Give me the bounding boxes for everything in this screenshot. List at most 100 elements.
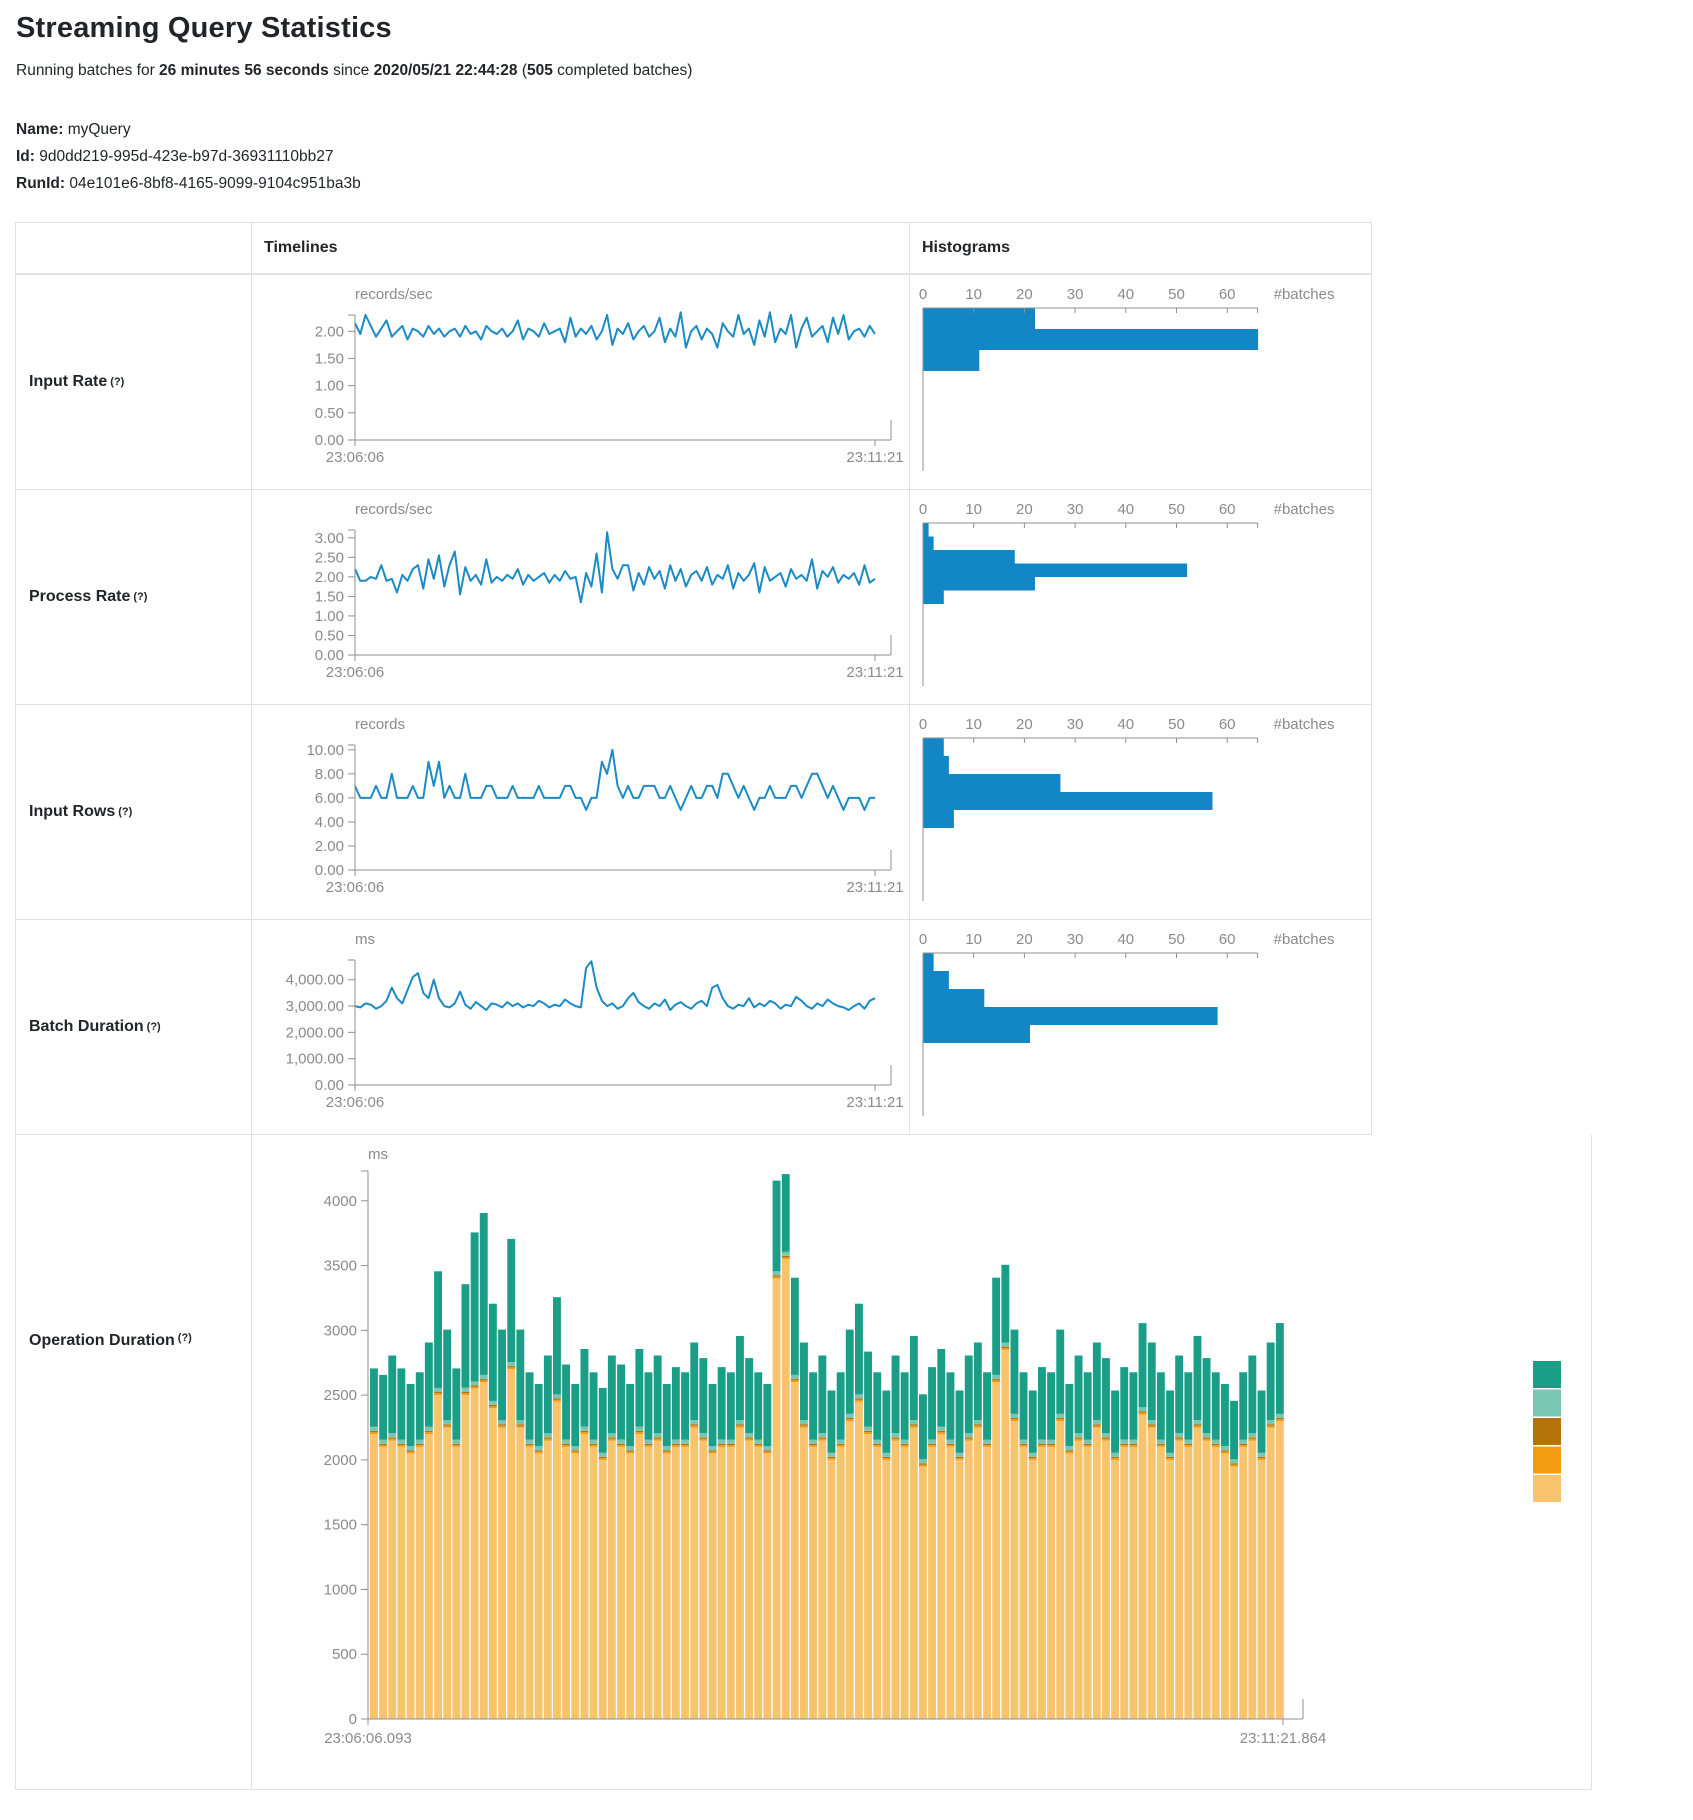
series-1-bar (873, 1446, 882, 1719)
series-4-bar (1166, 1452, 1174, 1457)
batch-duration-help-icon[interactable]: (?) (146, 1021, 161, 1033)
input-rows-help-icon[interactable]: (?) (118, 806, 133, 818)
series-3-bar (553, 1398, 561, 1400)
input-rows-row: Input Rows (?) records 0.00 2.00 4.00 6.00 8.0… (15, 705, 1693, 920)
series-4-bar (443, 1420, 452, 1425)
x-start-label: 23:06:06.093 (324, 1730, 412, 1747)
series-5-bar (434, 1271, 442, 1388)
series-1-bar (836, 1446, 845, 1719)
series-4-bar (1028, 1452, 1037, 1457)
unit-label: ms (355, 931, 375, 948)
series-3-bar (1230, 1463, 1238, 1465)
x-start-label: 23:06:06 (326, 449, 384, 466)
series-5-bar (1083, 1372, 1092, 1440)
series-5-bar (772, 1180, 781, 1272)
operation-duration-help-icon[interactable]: (?) (177, 1332, 192, 1344)
series-4-bar (553, 1394, 561, 1399)
tick-label: 10.00 (306, 742, 344, 759)
tick-label: 0 (919, 716, 927, 733)
series-2-bar (955, 1458, 964, 1460)
series-4-bar (772, 1271, 781, 1276)
series-1-bar (983, 1446, 991, 1719)
series-3-bar (1193, 1424, 1202, 1426)
series-1-bar (598, 1459, 607, 1719)
query-id-value: 9d0dd219-995d-423e-b97d-36931110bb27 (34, 148, 334, 165)
operation-duration-label-cell: Operation Duration (?) (15, 1135, 252, 1790)
input-rows-histogram-svg: 0 10 20 30 40 50 60 #batches (919, 716, 1335, 901)
series-1-bar (726, 1446, 735, 1719)
process-rate-help-icon[interactable]: (?) (133, 591, 148, 603)
query-name-line: Name: myQuery (16, 116, 1693, 143)
series-5-bar (873, 1372, 882, 1440)
series-5-bar (983, 1372, 991, 1440)
series-4-bar (653, 1433, 662, 1438)
series-5-bar (763, 1384, 772, 1447)
series-3-bar (1266, 1424, 1275, 1426)
batch-duration-label-cell: Batch Duration (?) (15, 920, 252, 1135)
tick-label: 30 (1067, 716, 1084, 733)
series-1-bar (1038, 1446, 1046, 1719)
series-5-bar (800, 1342, 808, 1421)
series-5-bar (1129, 1372, 1138, 1440)
series-2-bar (864, 1432, 872, 1434)
tick-label: 3,000.00 (286, 998, 344, 1015)
series-5-bar (818, 1355, 827, 1434)
series-3-bar (571, 1450, 580, 1452)
series-5-bar (1230, 1400, 1238, 1460)
series-3-bar (452, 1443, 461, 1446)
tick-label: 2500 (324, 1387, 357, 1404)
series-2-bar (1221, 1451, 1229, 1454)
tick-label: 40 (1117, 501, 1134, 518)
series-4-bar (562, 1439, 570, 1444)
series-1-bar (809, 1446, 818, 1719)
series-5-bar (946, 1372, 955, 1440)
input-rate-help-icon[interactable]: (?) (110, 376, 125, 388)
series-2-bar (800, 1425, 808, 1428)
series-5-bar (1010, 1329, 1019, 1414)
series-3-bar (1211, 1443, 1220, 1446)
tick-label: 20 (1016, 931, 1033, 948)
series-3-bar (1175, 1437, 1184, 1439)
series-3-bar (397, 1443, 406, 1446)
series-1-bar (909, 1427, 918, 1719)
series-2-bar (745, 1438, 754, 1441)
batch-duration-row: Batch Duration (?) ms 0.00 1,000.00 2,000.00… (15, 920, 1693, 1135)
operation-duration-chart-svg: ms 0 500 1000 1500 2000 2500 3000 3500 4000 23:06:… (324, 1146, 1561, 1747)
series-2-bar (690, 1425, 699, 1428)
series-3-bar (955, 1456, 964, 1459)
series-3-bar (946, 1443, 955, 1446)
series-2-bar (1166, 1458, 1174, 1460)
series-1-bar (397, 1446, 406, 1719)
series-5-bar (1275, 1323, 1284, 1414)
series-2-bar (809, 1445, 818, 1447)
series-3-bar (800, 1424, 808, 1426)
tick-label: 2.00 (315, 838, 344, 855)
unit-label: ms (368, 1146, 388, 1163)
series-2-bar (772, 1276, 781, 1279)
series-1-bar (1239, 1446, 1248, 1719)
series-5-bar (781, 1174, 790, 1252)
series-3-bar (1038, 1443, 1046, 1446)
series-5-bar (415, 1372, 424, 1440)
series-3-bar (809, 1443, 818, 1446)
input-rows-histogram-chart: 0 10 20 30 40 50 60 #batches (910, 705, 1371, 923)
series-5-bar (855, 1303, 863, 1395)
series-5-bar (717, 1367, 726, 1440)
series-1-bar (1111, 1459, 1119, 1719)
series-3-bar (662, 1450, 671, 1452)
series-5-bar (543, 1355, 552, 1434)
histogram-bar (923, 563, 1188, 577)
legend-swatch (1533, 1446, 1561, 1474)
series-2-bar (498, 1425, 506, 1428)
series-2-bar (873, 1445, 882, 1447)
batch-duration-timeline-series (354, 960, 876, 1011)
input-rows-timeline-cell: records 0.00 2.00 4.00 6.00 8.00 10.00 23:06:06… (252, 705, 910, 920)
series-5-bar (882, 1390, 891, 1453)
series-2-bar (626, 1451, 635, 1454)
series-4-bar (534, 1446, 543, 1451)
series-4-bar (992, 1374, 1001, 1379)
series-3-bar (370, 1430, 378, 1433)
batch-duration-timeline-svg: ms 0.00 1,000.00 2,000.00 3,000.00 4,000.00 23… (286, 931, 904, 1111)
series-3-bar (617, 1443, 625, 1446)
series-5-bar (964, 1355, 973, 1434)
